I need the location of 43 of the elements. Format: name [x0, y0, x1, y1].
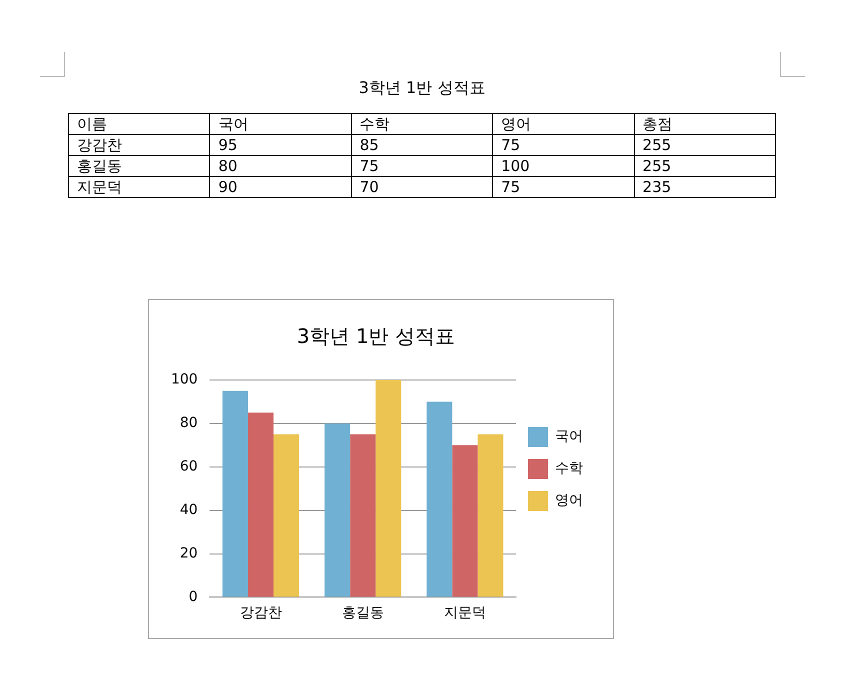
text: 강감찬 — [68, 134, 210, 156]
x-tick-label: 홍길동 — [342, 605, 384, 622]
legend-label: 영어 — [555, 492, 583, 509]
y-tick-label: 80 — [180, 415, 198, 432]
bar — [478, 434, 504, 597]
text: 235 — [634, 176, 776, 198]
y-tick-label: 100 — [170, 372, 198, 388]
bar — [452, 445, 478, 597]
bar — [376, 380, 402, 597]
y-tick-label: 60 — [180, 458, 198, 475]
bar — [222, 390, 248, 597]
category-label: 총점 — [634, 114, 776, 134]
bar — [324, 423, 350, 597]
text: 홍길동 — [68, 156, 210, 176]
text: 255 — [634, 156, 776, 176]
y-tick-label: 20 — [180, 545, 198, 562]
category-label: 이름 — [68, 114, 210, 134]
category-label: 영어 — [492, 114, 634, 134]
bar — [350, 434, 376, 597]
text: 3학년 1반 성적표 — [358, 78, 486, 99]
text: 75 — [351, 156, 493, 176]
y-tick-label: 40 — [180, 502, 198, 518]
chart-title: 3학년 1반 성적표 — [296, 324, 456, 348]
bar — [274, 434, 300, 597]
y-tick-label: 0 — [188, 588, 198, 605]
x-tick-label: 강감찬 — [240, 605, 282, 622]
text: 255 — [634, 134, 776, 156]
text: 85 — [351, 134, 493, 156]
text: 80 — [210, 156, 352, 176]
text: 지문덕 — [68, 176, 210, 198]
bar — [426, 402, 452, 597]
text: 75 — [492, 176, 634, 198]
text: 90 — [210, 176, 352, 198]
text: 70 — [351, 176, 493, 198]
text: 75 — [492, 134, 634, 156]
x-tick-label: 지문덕 — [444, 605, 486, 622]
category-label: 수학 — [351, 114, 493, 134]
bar — [248, 412, 274, 597]
legend-label: 국어 — [555, 428, 583, 445]
text: 100 — [492, 156, 634, 176]
text: 95 — [210, 134, 352, 156]
category-label: 국어 — [210, 114, 352, 134]
legend-label: 수학 — [555, 460, 583, 477]
